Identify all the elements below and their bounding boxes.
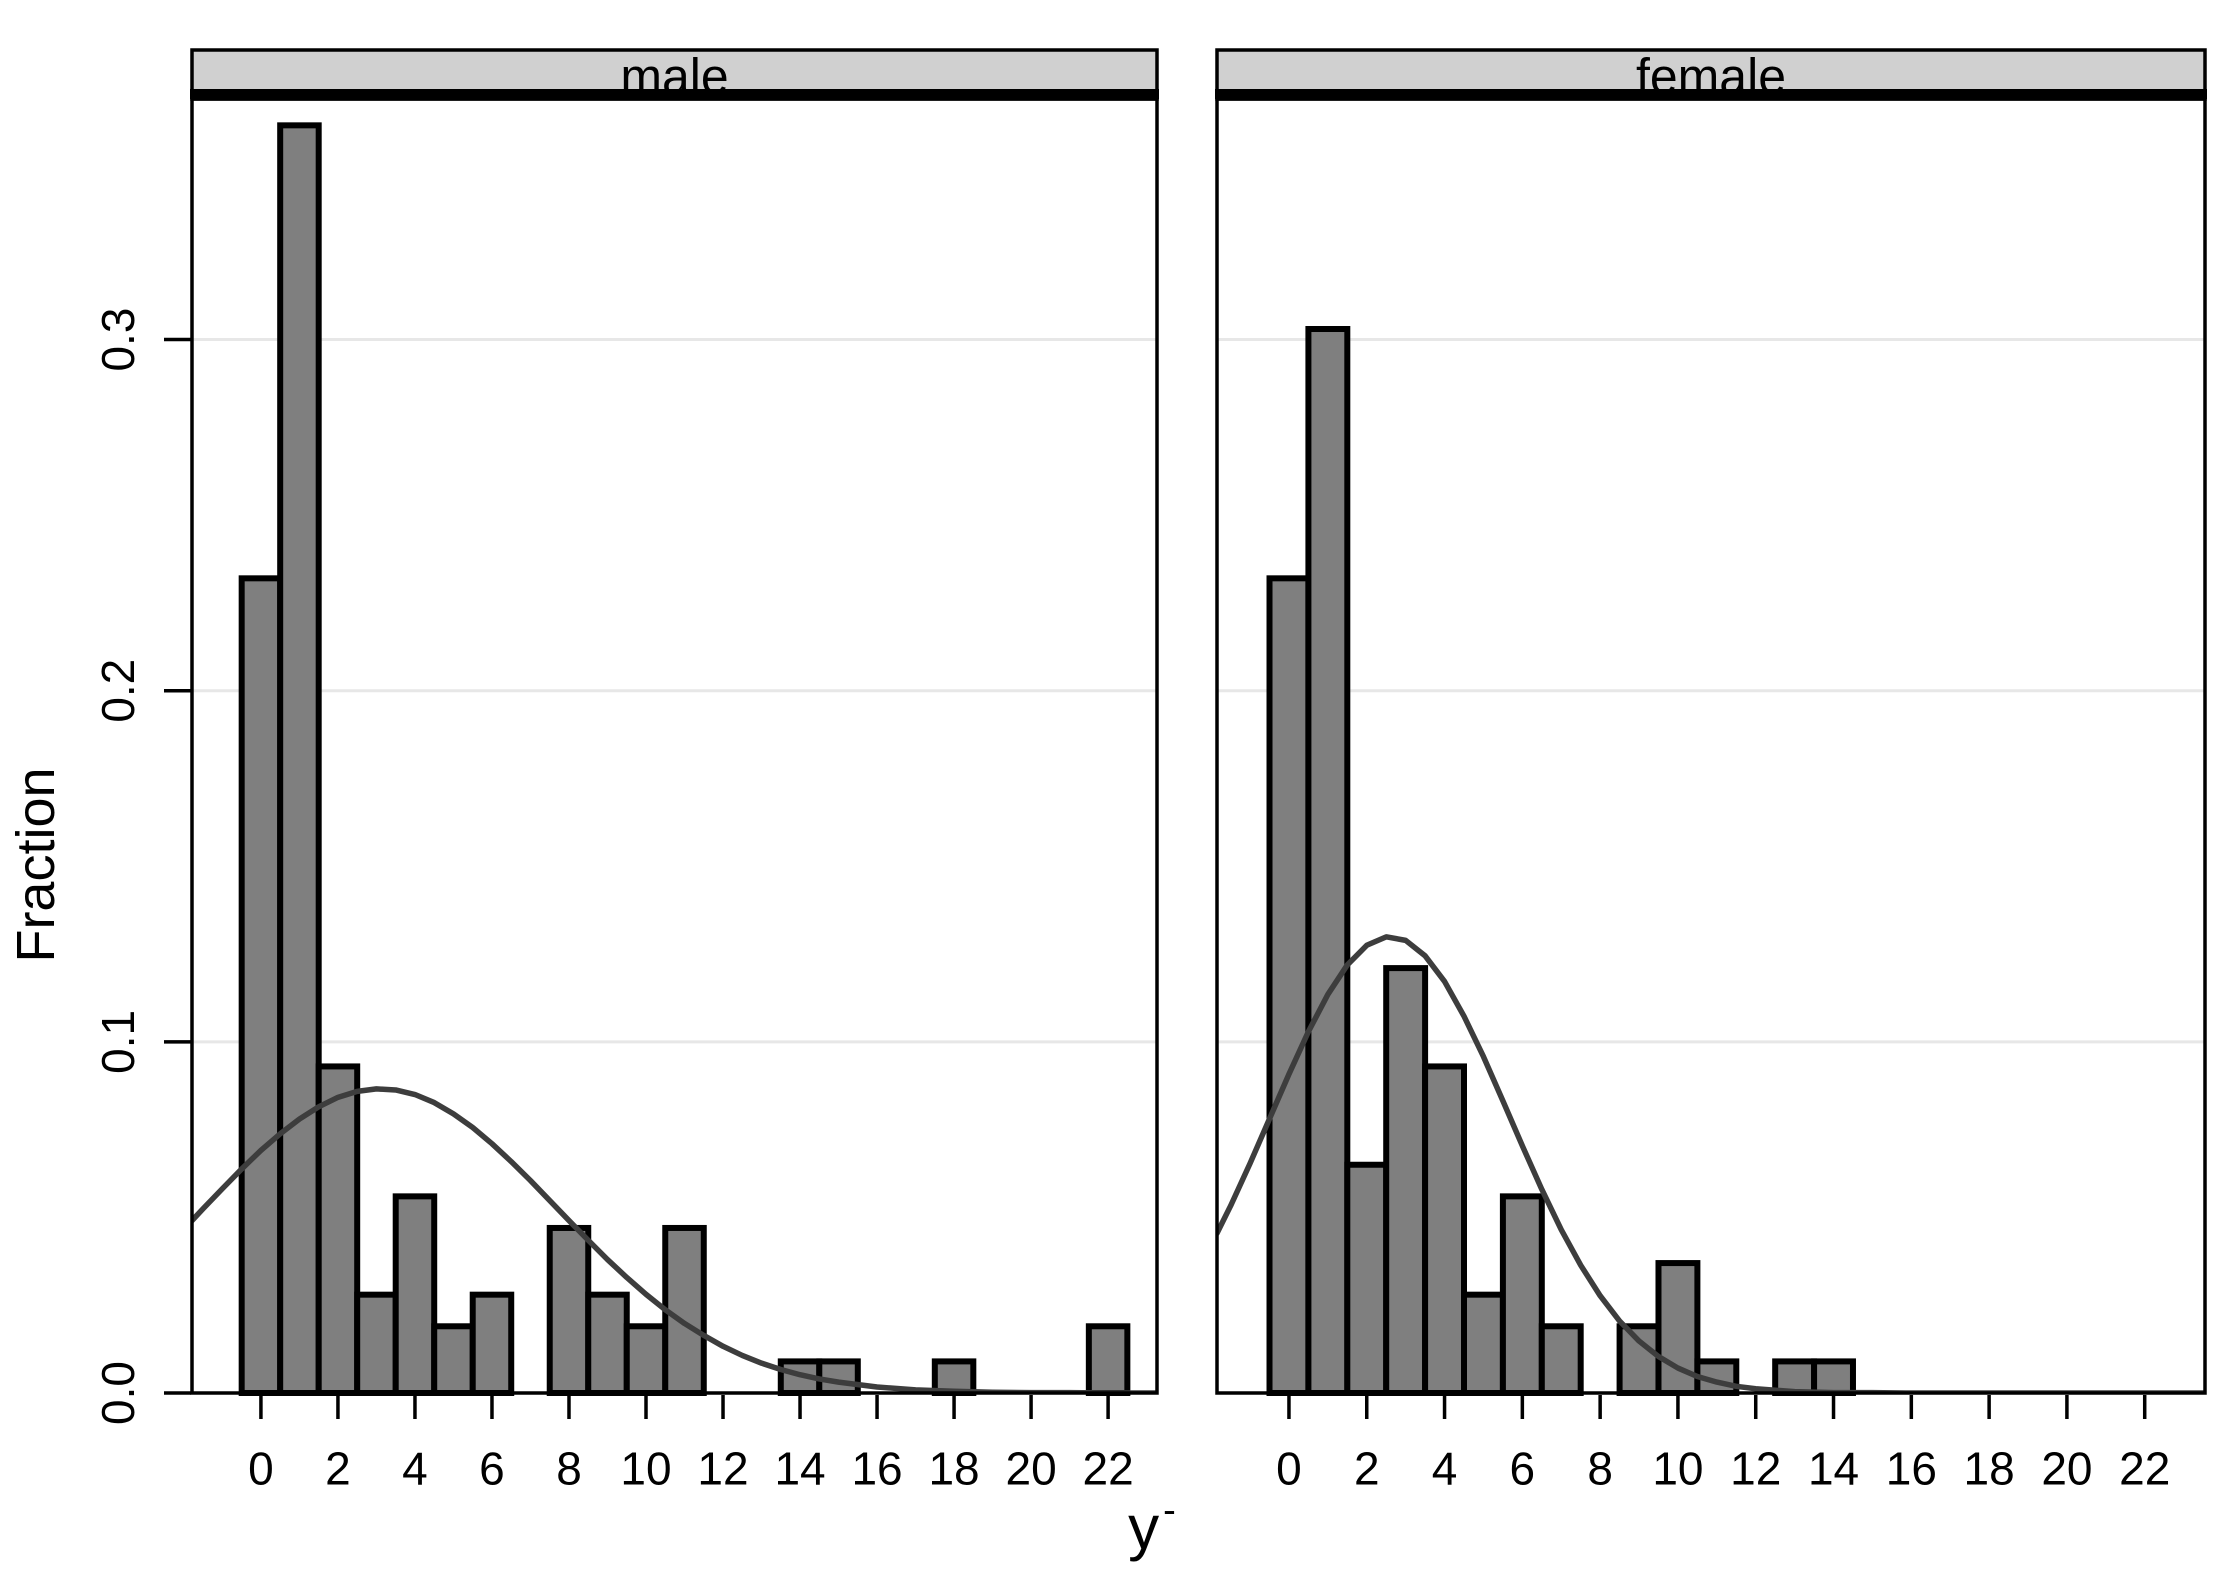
bar-male-x1 bbox=[277, 122, 322, 1396]
bar-male-x2 bbox=[315, 1063, 361, 1396]
bar-male-x8 bbox=[546, 1224, 592, 1396]
panel-female: female 0 2 4 6 8 10 12 14 16 18 20 22 bbox=[1215, 48, 2207, 1495]
y-tick-label-0.1: 0.1 bbox=[92, 1010, 144, 1074]
x-axis-title-text: y bbox=[1128, 1493, 1160, 1563]
y-tick-label-0.3: 0.3 bbox=[92, 308, 144, 372]
x-tick-label-female-6: 6 bbox=[1510, 1443, 1536, 1495]
x-tick-label-male-22: 22 bbox=[1083, 1443, 1134, 1495]
y-axis-title: Fraction bbox=[6, 767, 66, 963]
y-tick-label-0.0: 0.0 bbox=[92, 1361, 144, 1425]
x-tick-label-female-0: 0 bbox=[1276, 1443, 1302, 1495]
x-tick-label-female-8: 8 bbox=[1587, 1443, 1613, 1495]
x-tick-label-male-14: 14 bbox=[774, 1443, 825, 1495]
x-tick-label-female-22: 22 bbox=[2119, 1443, 2170, 1495]
panel-male: male 0 2 4 6 8 10 12 14 16 18 20 22 0.0 0.1 0.2 0.3 bbox=[92, 48, 1159, 1495]
bar-male-x0 bbox=[238, 575, 284, 1396]
x-tick-label-male-18: 18 bbox=[928, 1443, 979, 1495]
bar-male-x6 bbox=[469, 1291, 515, 1397]
x-tick-label-female-2: 2 bbox=[1354, 1443, 1380, 1495]
x-tick-label-female-16: 16 bbox=[1886, 1443, 1937, 1495]
bar-male-x22 bbox=[1085, 1323, 1131, 1397]
bar-female-x0 bbox=[1266, 575, 1312, 1396]
normal-density-curve-male bbox=[192, 1086, 1157, 1393]
bar-female-x5 bbox=[1461, 1291, 1506, 1397]
bar-female-x1 bbox=[1305, 326, 1351, 1397]
x-tick-label-male-10: 10 bbox=[620, 1443, 671, 1495]
panel-header-label-male: male bbox=[620, 49, 728, 105]
bar-male-x18 bbox=[931, 1358, 977, 1397]
bar-female-x9 bbox=[1616, 1323, 1662, 1397]
x-tick-label-male-8: 8 bbox=[556, 1443, 582, 1495]
x-tick-label-male-16: 16 bbox=[851, 1443, 902, 1495]
x-tick-label-female-14: 14 bbox=[1808, 1443, 1859, 1495]
bar-female-x4 bbox=[1422, 1063, 1468, 1396]
bar-female-x7 bbox=[1538, 1323, 1584, 1397]
x-tick-label-male-6: 6 bbox=[479, 1443, 505, 1495]
x-tick-label-male-2: 2 bbox=[325, 1443, 351, 1495]
panel-header-label-female: female bbox=[1636, 49, 1786, 105]
bars-male bbox=[238, 122, 1131, 1397]
y-tick-label-0.2: 0.2 bbox=[92, 659, 144, 723]
bar-male-x11 bbox=[662, 1224, 707, 1396]
bar-male-x5 bbox=[431, 1323, 476, 1397]
x-tick-label-male-12: 12 bbox=[697, 1443, 748, 1495]
x-tick-label-male-4: 4 bbox=[402, 1443, 428, 1495]
x-tick-label-female-18: 18 bbox=[1964, 1443, 2015, 1495]
x-tick-label-female-4: 4 bbox=[1432, 1443, 1458, 1495]
bar-female-x14 bbox=[1811, 1358, 1856, 1397]
x-axis-title-prime-mark: - bbox=[1163, 1489, 1176, 1532]
bar-female-x2 bbox=[1344, 1161, 1390, 1397]
bar-male-x10 bbox=[623, 1323, 669, 1397]
x-tick-label-male-20: 20 bbox=[1005, 1443, 1056, 1495]
x-axis-title: y- bbox=[1128, 1490, 1176, 1564]
bar-female-x6 bbox=[1499, 1193, 1545, 1396]
x-tick-label-female-20: 20 bbox=[2041, 1443, 2092, 1495]
x-tick-label-male-0: 0 bbox=[248, 1443, 274, 1495]
bar-male-x3 bbox=[354, 1291, 399, 1397]
bar-male-x4 bbox=[392, 1193, 438, 1396]
bar-male-x9 bbox=[585, 1291, 630, 1397]
x-tick-label-female-10: 10 bbox=[1652, 1443, 1703, 1495]
bar-female-x3 bbox=[1383, 965, 1429, 1396]
x-tick-label-female-12: 12 bbox=[1730, 1443, 1781, 1495]
